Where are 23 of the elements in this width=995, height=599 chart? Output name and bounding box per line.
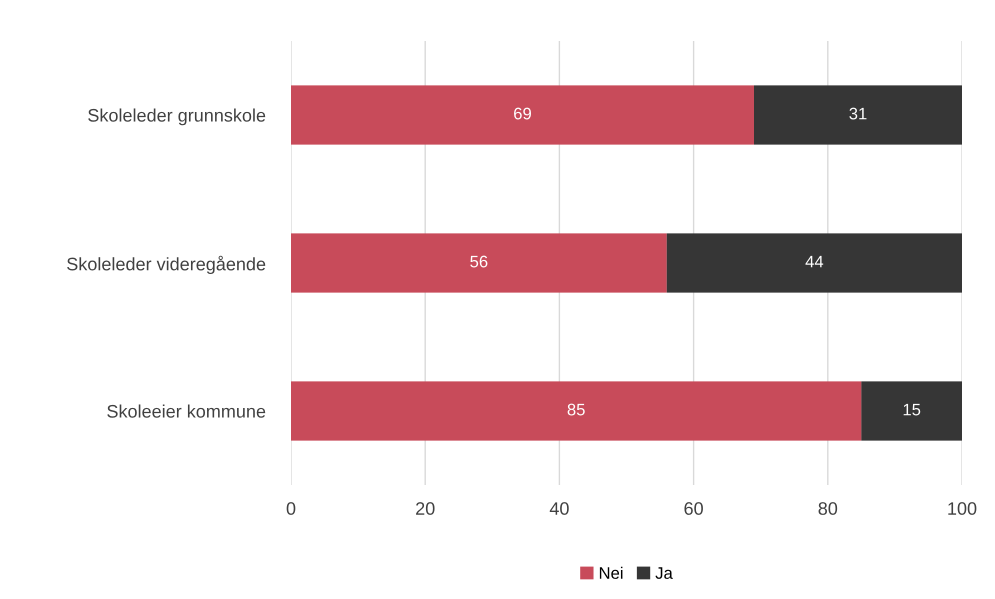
data-label: 31: [849, 108, 866, 120]
bar: [291, 381, 862, 441]
bar: [861, 381, 962, 441]
x-tick-label: 0: [286, 502, 296, 515]
x-tick-label: 40: [550, 502, 569, 515]
y-tick-label: Skoleleder grunnskole: [88, 108, 266, 126]
data-label: 69: [514, 108, 531, 120]
y-tick-label: Skoleeier kommune: [107, 404, 266, 418]
data-label: 56: [470, 256, 488, 268]
x-tick-label: 100: [948, 502, 976, 515]
bar: [291, 233, 667, 293]
data-label: 85: [568, 404, 585, 416]
bar: [291, 85, 754, 145]
legend-label: Nei: [600, 566, 622, 579]
legend-label: Ja: [655, 567, 673, 579]
data-label: 44: [805, 256, 824, 268]
bar: [666, 233, 962, 293]
x-tick-label: 80: [818, 502, 838, 515]
y-tick-label: Skoleleder videregående: [67, 256, 266, 274]
data-label: 15: [904, 404, 920, 416]
bar: [754, 85, 962, 145]
x-tick-label: 20: [416, 502, 435, 515]
x-tick-label: 60: [684, 502, 703, 515]
